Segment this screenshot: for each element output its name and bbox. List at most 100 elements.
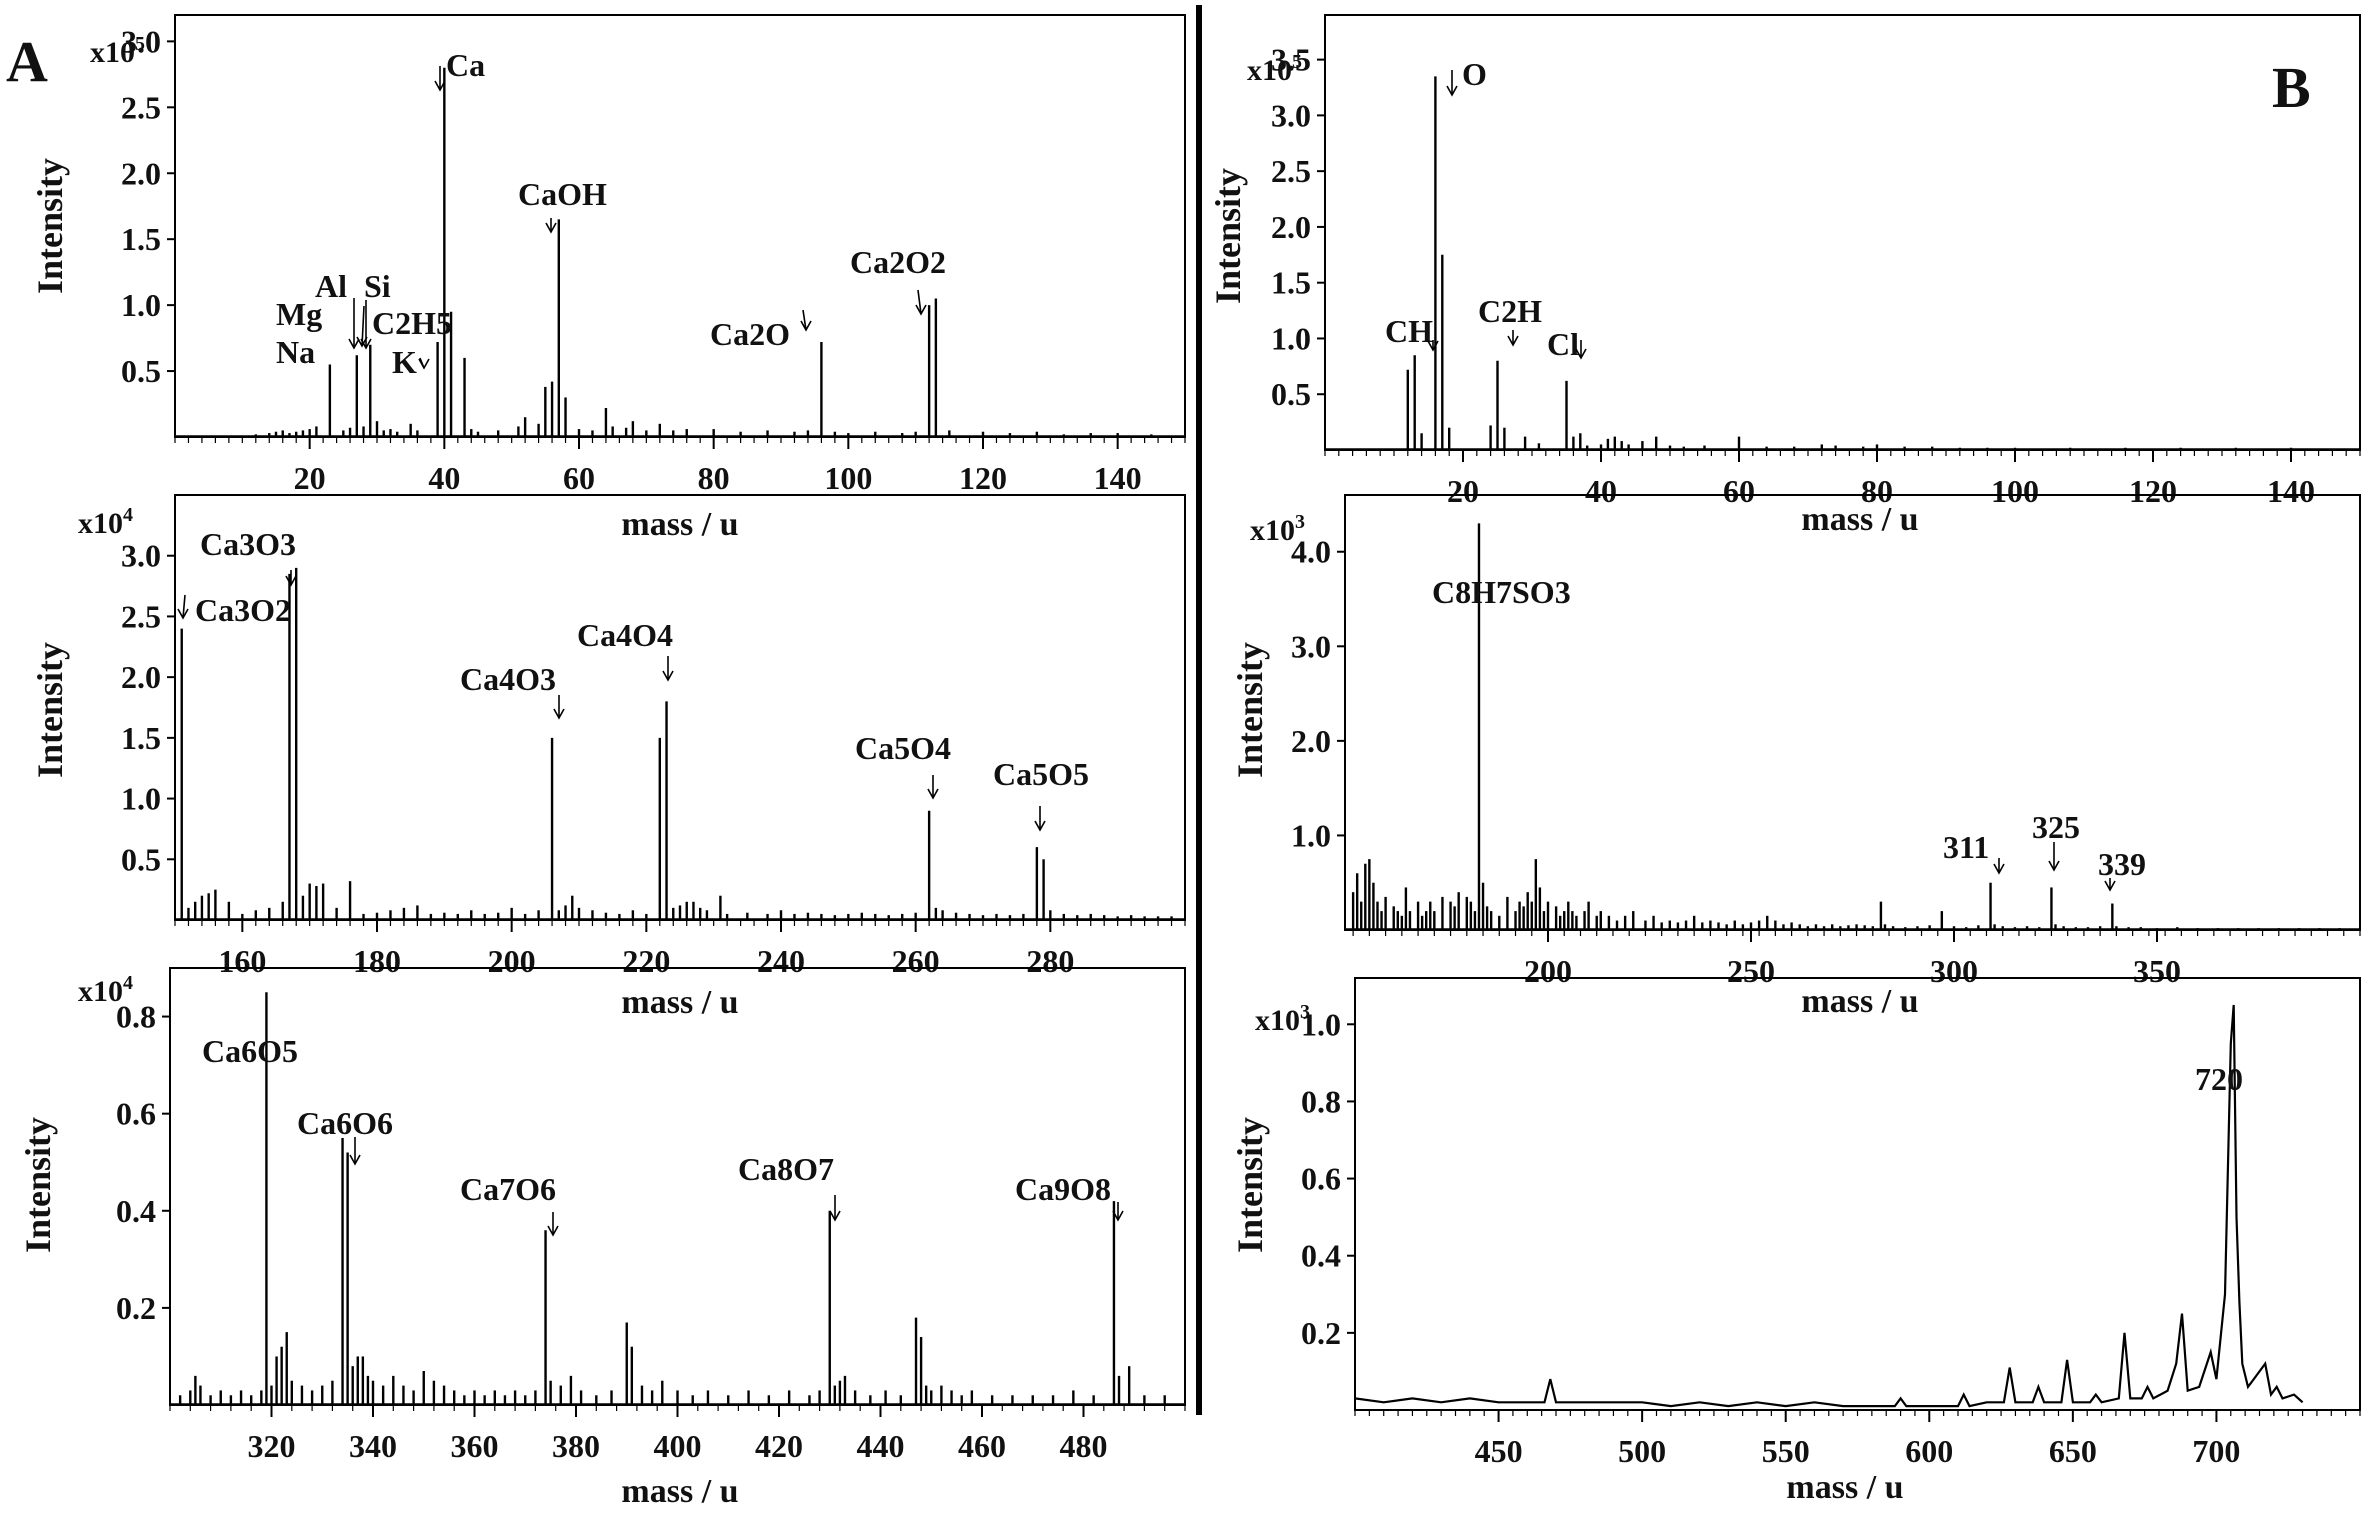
y-tick-label: 0.2 (1301, 1315, 1341, 1351)
plot-frame (1324, 14, 2361, 451)
y-tick-label: 2.0 (121, 155, 161, 191)
y-tick-label: 0.2 (116, 1290, 156, 1326)
x-tick-label: 500 (1618, 1433, 1666, 1469)
x-tick-label: 40 (428, 460, 460, 496)
peak-label: Ca5O5 (993, 756, 1089, 792)
peak-label: 311 (1943, 829, 1989, 865)
x-tick-label: 180 (353, 943, 401, 979)
x-tick-label: 280 (1026, 943, 1074, 979)
peak-label: Si (364, 268, 391, 304)
x-tick-label: 600 (1905, 1433, 1953, 1469)
x-tick-label: 450 (1475, 1433, 1523, 1469)
y-scale-exponent: 3 (1295, 511, 1305, 533)
peak-label: Na (276, 334, 315, 370)
x-axis-label: mass / u (621, 984, 738, 1021)
arrow-head (800, 320, 812, 332)
peak-label: 325 (2032, 809, 2080, 845)
x-tick-label: 100 (824, 460, 872, 496)
x-tick-label: 120 (2129, 473, 2177, 509)
x-axis-label: mass / u (621, 506, 738, 543)
spectrum-line (1354, 1004, 2304, 1408)
peak-arrow (182, 594, 186, 619)
y-scale-exponent: 4 (123, 504, 133, 526)
peak-label: C8H7SO3 (1432, 574, 1571, 610)
y-scale-exponent: 3 (1300, 1001, 1310, 1023)
arrow-head (1427, 340, 1439, 352)
x-tick-label: 400 (654, 1428, 702, 1464)
plot-frame (174, 14, 1186, 438)
y-tick-label: 2.0 (121, 659, 161, 695)
chart-a2: 160 180 200 220 240 260 280 0.5 1.0 1.5 2.0 2.5 3.0x… (30, 494, 1186, 1021)
peak-label: Ca6O5 (202, 1033, 298, 1069)
y-tick-label: 0.4 (1301, 1238, 1341, 1274)
arrow-head (1446, 85, 1458, 97)
x-tick-label: 140 (2267, 473, 2315, 509)
arrow-head (829, 1210, 841, 1222)
y-axis-label: Intensity (1230, 642, 1270, 778)
y-tick-label: 3.0 (121, 23, 161, 59)
arrow-head (545, 222, 557, 234)
y-tick-label: 1.5 (1271, 265, 1311, 301)
y-axis-label: Intensity (1208, 168, 1248, 304)
peak-label: Mg (276, 296, 322, 332)
x-tick-label: 120 (959, 460, 1007, 496)
x-tick-label: 260 (892, 943, 940, 979)
y-tick-label: 2.5 (121, 89, 161, 125)
peak-label: Ca (446, 47, 485, 83)
x-tick-label: 350 (2133, 953, 2181, 989)
arrow-head (349, 1154, 361, 1166)
x-tick-label: 250 (1727, 953, 1775, 989)
y-axis-label: Intensity (18, 1117, 58, 1253)
arrow-head (348, 338, 360, 350)
y-tick-label: 2.0 (1291, 723, 1331, 759)
y-tick-label: 0.4 (116, 1193, 156, 1229)
x-tick-label: 480 (1060, 1428, 1108, 1464)
arrow-head (553, 708, 565, 720)
peak-arrow (917, 289, 922, 315)
arrow-head (1507, 335, 1519, 347)
x-axis-label: mass / u (1786, 1469, 1903, 1506)
arrow-head (1993, 863, 2005, 875)
peak-label: Ca8O7 (738, 1151, 834, 1187)
peak-label: K (392, 344, 417, 380)
y-axis-label: Intensity (1230, 1117, 1270, 1253)
arrow-head (1034, 820, 1046, 832)
peak-label: 339 (2098, 846, 2146, 882)
x-tick-label: 420 (755, 1428, 803, 1464)
x-tick-label: 140 (1094, 460, 1142, 496)
peak-label: Ca6O6 (297, 1105, 393, 1141)
y-axis-label: Intensity (30, 642, 70, 778)
peak-label: Cl (1547, 326, 1579, 362)
peak-label: Ca4O3 (460, 661, 556, 697)
arrow-head (927, 788, 939, 800)
peak-label: Ca7O6 (460, 1171, 556, 1207)
y-tick-label: 2.0 (1271, 209, 1311, 245)
y-tick-label: 3.5 (1271, 42, 1311, 78)
y-scale-exponent: 5 (1292, 51, 1302, 73)
peak-label: C2H (1478, 293, 1542, 329)
y-tick-label: 0.5 (121, 841, 161, 877)
x-tick-label: 440 (857, 1428, 905, 1464)
x-tick-label: 460 (958, 1428, 1006, 1464)
x-tick-label: 650 (2049, 1433, 2097, 1469)
arrow-head (1112, 1210, 1124, 1222)
peak-label: Al (315, 268, 347, 304)
peak-label: Ca3O2 (195, 592, 291, 628)
x-tick-label: 200 (1524, 953, 1572, 989)
x-axis-label: mass / u (1801, 501, 1918, 538)
y-tick-label: 1.0 (121, 781, 161, 817)
arrow-head (547, 1225, 559, 1237)
y-tick-label: 1.0 (121, 287, 161, 323)
y-scale-label: x104 (78, 504, 133, 540)
y-scale-exponent: 5 (135, 33, 145, 55)
x-tick-label: 240 (757, 943, 805, 979)
y-tick-label: 0.6 (1301, 1161, 1341, 1197)
x-tick-label: 160 (218, 943, 266, 979)
x-tick-label: 360 (451, 1428, 499, 1464)
x-tick-label: 320 (248, 1428, 296, 1464)
y-scale-exponent: 4 (123, 972, 133, 994)
y-tick-label: 1.0 (1271, 320, 1311, 356)
arrow-head (2104, 880, 2116, 892)
y-tick-label: 1.0 (1291, 817, 1331, 853)
